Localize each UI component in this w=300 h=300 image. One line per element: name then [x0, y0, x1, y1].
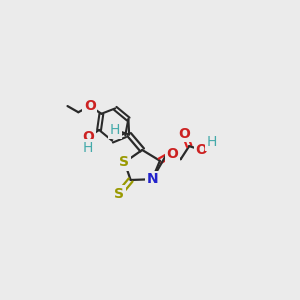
- Text: O: O: [178, 127, 190, 141]
- Text: H: H: [207, 135, 217, 149]
- Text: S: S: [114, 187, 124, 201]
- Text: O: O: [82, 130, 94, 144]
- Text: N: N: [146, 172, 158, 186]
- Text: O: O: [166, 147, 178, 161]
- Text: S: S: [119, 155, 130, 169]
- Text: O: O: [84, 99, 96, 113]
- Text: H: H: [83, 141, 94, 155]
- Text: O: O: [196, 143, 207, 157]
- Text: H: H: [110, 123, 120, 137]
